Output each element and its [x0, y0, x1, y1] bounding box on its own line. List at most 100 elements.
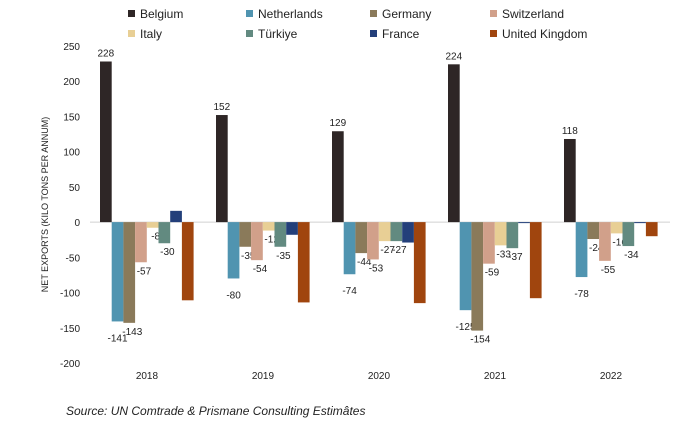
data-label: -54	[253, 264, 268, 275]
bar-germany	[355, 222, 368, 254]
y-tick-label: 0	[74, 218, 80, 229]
data-label: -125	[456, 322, 476, 333]
legend-entry: Switzerland	[502, 7, 564, 21]
bar-france	[518, 222, 530, 224]
bar-belgium	[100, 61, 112, 223]
bar-italy	[494, 222, 507, 246]
data-label: -57	[137, 266, 152, 277]
legend-entry: Netherlands	[258, 7, 323, 21]
y-tick-label: -150	[60, 324, 80, 335]
x-tick-label: 2018	[136, 371, 159, 382]
data-label: -143	[122, 327, 142, 338]
data-label: -24	[589, 243, 604, 254]
data-label: 228	[98, 48, 115, 59]
bar-france	[634, 222, 646, 224]
legend-swatch	[370, 10, 377, 17]
bar-türkiye	[158, 222, 171, 244]
legend-entry: Germany	[382, 7, 431, 21]
x-tick-label: 2021	[484, 371, 507, 382]
y-tick-label: 100	[63, 148, 80, 159]
x-tick-label: 2022	[600, 371, 623, 382]
data-label: -59	[485, 268, 500, 279]
bar-belgium	[564, 138, 576, 223]
legend-entry: Belgium	[140, 7, 183, 21]
bar-italy	[262, 222, 275, 231]
y-axis-label: NET EXPORTS (KILO TONS PER ANNUM)	[40, 117, 50, 292]
legend-swatch	[246, 30, 253, 37]
bar-italy	[610, 222, 623, 234]
data-label: -74	[342, 286, 357, 297]
data-label: -53	[369, 263, 384, 274]
bar-belgium	[448, 64, 460, 223]
bar-italy	[146, 222, 159, 228]
y-tick-label: 250	[63, 42, 80, 53]
y-tick-label: 200	[63, 77, 80, 88]
data-label: -37	[508, 252, 523, 263]
bar-switzerland	[599, 222, 611, 261]
bar-chart: 250 200 150 100 50 0 -50 -100 -150 -200 NET EXPORT…	[40, 7, 670, 382]
bar-united-kingdom	[297, 222, 310, 303]
data-label: -30	[160, 247, 175, 258]
bar-netherlands	[459, 222, 472, 311]
y-tick-label: 150	[63, 112, 80, 123]
bar-italy	[378, 222, 391, 242]
data-label: -16	[612, 237, 627, 248]
bar-netherlands	[343, 222, 356, 275]
bar-netherlands	[111, 222, 124, 322]
legend-entry: Italy	[140, 27, 162, 41]
data-label: -35	[241, 251, 256, 262]
bar-türkiye	[390, 222, 403, 242]
data-label: -34	[624, 250, 639, 261]
y-tick-label: -50	[66, 253, 81, 264]
legend-swatch	[370, 30, 377, 37]
data-label: -27	[392, 245, 407, 256]
bar-netherlands	[575, 222, 588, 278]
bar-switzerland	[367, 222, 379, 260]
legend-swatch	[490, 10, 497, 17]
y-tick-label: 50	[69, 183, 81, 194]
data-label: -8	[151, 232, 160, 243]
legend-entry: Türkiye	[258, 27, 298, 41]
bar-türkiye	[622, 222, 635, 247]
bar-france	[286, 222, 298, 235]
bar-germany	[471, 222, 484, 331]
bar-united-kingdom	[181, 222, 194, 301]
legend-swatch	[128, 10, 135, 17]
legend-entry: France	[382, 27, 420, 41]
legend-swatch	[128, 30, 135, 37]
data-label: 118	[562, 126, 578, 137]
data-label: -33	[496, 249, 511, 260]
bar-united-kingdom	[645, 222, 658, 237]
bar-united-kingdom	[529, 222, 542, 299]
y-tick-label: -200	[60, 359, 80, 370]
bar-belgium	[332, 131, 344, 223]
bar-germany	[239, 222, 252, 247]
legend-entry: United Kingdom	[502, 27, 587, 41]
bar-united-kingdom	[413, 222, 426, 304]
bar-switzerland	[135, 222, 147, 263]
data-label: -27	[380, 245, 395, 256]
data-label: 224	[446, 51, 463, 62]
bar-belgium	[216, 115, 228, 223]
data-label: -78	[574, 289, 589, 300]
data-label: -55	[601, 265, 616, 276]
legend-swatch	[246, 10, 253, 17]
data-label: -44	[357, 257, 372, 268]
data-label: 129	[330, 118, 347, 129]
data-label: -141	[108, 333, 128, 344]
bar-netherlands	[227, 222, 240, 279]
bar-türkiye	[506, 222, 519, 249]
data-label: -80	[226, 290, 241, 301]
bar-france	[170, 210, 182, 223]
data-label: -12	[264, 235, 279, 246]
bar-switzerland	[483, 222, 495, 264]
data-label: -154	[470, 335, 490, 346]
y-tick-label: -100	[60, 289, 80, 300]
data-label: -35	[276, 251, 291, 262]
bar-switzerland	[251, 222, 263, 261]
bar-germany	[587, 222, 600, 240]
x-tick-label: 2020	[368, 371, 391, 382]
legend-swatch	[490, 30, 497, 37]
bar-germany	[123, 222, 136, 323]
